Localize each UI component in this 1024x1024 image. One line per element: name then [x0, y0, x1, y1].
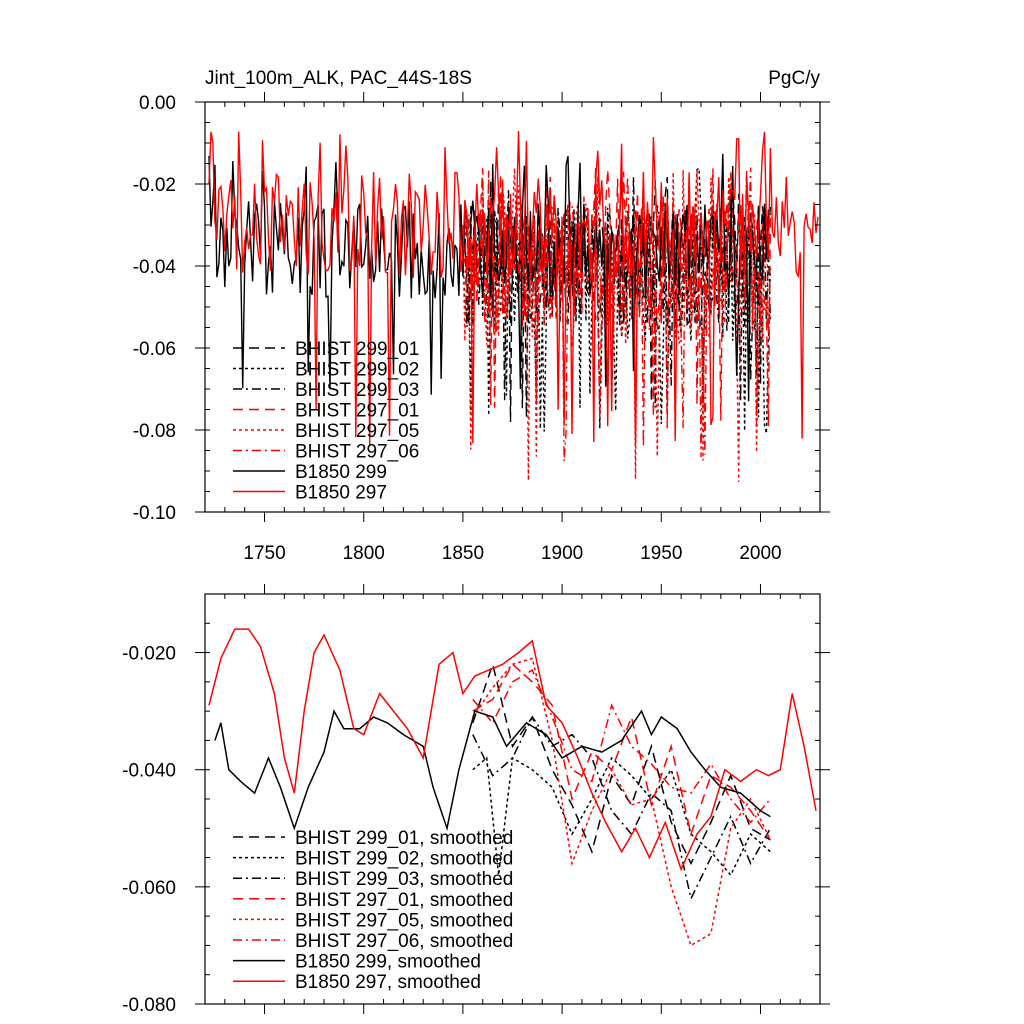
y-tick-label: -0.06 — [133, 339, 176, 360]
legend-label-bhist-299-02-smoothed: BHIST 299_02, smoothed — [295, 849, 513, 870]
legend-label-b1850-297: B1850 297 — [295, 483, 387, 504]
x-tick-label: 1900 — [541, 543, 583, 564]
series-line-bhist-297-05-smoothed — [472, 657, 772, 947]
legend-label-bhist-299-01: BHIST 299_01 — [295, 339, 419, 360]
x-tick-label: 1750 — [243, 543, 285, 564]
legend-label-bhist-297-06: BHIST 297_06 — [295, 442, 419, 463]
legend-label-b1850-297-smoothed: B1850 297, smoothed — [295, 972, 481, 993]
series-line-bhist-297-01-smoothed — [472, 663, 772, 841]
top-plot-area — [208, 130, 819, 483]
y-tick-label: -0.020 — [122, 644, 176, 665]
bottom-axes: -0.020 -0.040 -0.060 -0.080 — [122, 584, 830, 1016]
series-line-bhist-297-06-smoothed — [472, 669, 771, 824]
bottom-plot-area — [208, 628, 817, 947]
y-tick-label: -0.10 — [133, 503, 176, 524]
series-line-bhist-297-05 — [462, 168, 771, 483]
x-tick-label: 1850 — [442, 543, 484, 564]
x-tick-label: 1950 — [640, 543, 682, 564]
top-axes: 1750 1800 1850 1900 1950 2000 0.00 -0.02 -0.04 -0… — [133, 92, 830, 564]
legend-label-bhist-297-01-smoothed: BHIST 297_01, smoothed — [295, 890, 513, 911]
y-tick-label: -0.060 — [122, 878, 176, 899]
x-tick-label: 2000 — [739, 543, 781, 564]
y-tick-label: -0.02 — [133, 175, 176, 196]
top-chart-title: Jint_100m_ALK, PAC_44S-18S — [205, 68, 472, 89]
y-tick-label: -0.04 — [133, 257, 177, 278]
legend-label-b1850-299: B1850 299 — [295, 462, 387, 483]
top-chart-units: PgC/y — [768, 68, 820, 89]
legend-label-bhist-299-01-smoothed: BHIST 299_01, smoothed — [295, 828, 513, 849]
legend-label-bhist-299-03: BHIST 299_03 — [295, 380, 419, 401]
top-panel: Jint_100m_ALK, PAC_44S-18S PgC/y BHIST 2… — [133, 68, 830, 564]
y-tick-label: -0.040 — [122, 761, 176, 782]
legend-label-bhist-297-05-smoothed: BHIST 297_05, smoothed — [295, 910, 513, 931]
series-line-bhist-299-02-smoothed — [472, 756, 771, 877]
series-line-b1850-299-smoothed — [214, 709, 771, 832]
legend-label-bhist-297-06-smoothed: BHIST 297_06, smoothed — [295, 931, 513, 952]
x-tick-label: 1800 — [343, 543, 385, 564]
legend-label-bhist-297-05: BHIST 297_05 — [295, 421, 419, 442]
legend-label-bhist-299-02: BHIST 299_02 — [295, 360, 419, 381]
y-tick-label: -0.08 — [133, 421, 176, 442]
series-line-bhist-299-01-smoothed — [472, 661, 771, 866]
series-line-b1850-299 — [208, 153, 772, 402]
legend-label-bhist-299-03-smoothed: BHIST 299_03, smoothed — [295, 869, 513, 890]
legend-label-b1850-299-smoothed: B1850 299, smoothed — [295, 952, 481, 973]
legend-label-bhist-297-01: BHIST 297_01 — [295, 401, 419, 422]
y-tick-label: -0.080 — [122, 995, 176, 1016]
series-line-b1850-297-smoothed — [208, 628, 817, 872]
y-tick-label: 0.00 — [139, 93, 176, 114]
series-line-b1850-297 — [208, 130, 819, 446]
